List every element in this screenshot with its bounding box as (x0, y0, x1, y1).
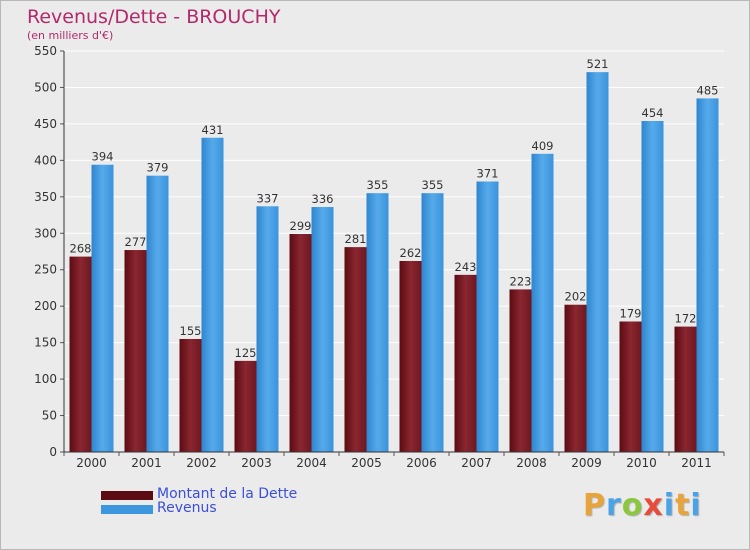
chart-subtitle: (en milliers d'€) (27, 29, 114, 42)
bar-revenus (586, 72, 609, 452)
data-label-revenus: 355 (422, 178, 444, 192)
y-tick-label: 200 (34, 299, 57, 313)
data-label-dette: 243 (455, 260, 477, 274)
x-tick-label: 2004 (296, 456, 327, 470)
bar-revenus (256, 206, 279, 452)
logo-letter: i (663, 488, 676, 523)
bar-revenus (146, 175, 169, 452)
data-label-dette: 281 (345, 232, 367, 246)
data-label-dette: 155 (180, 324, 202, 338)
logo-letter: r (606, 488, 622, 523)
data-label-revenus: 431 (202, 123, 224, 137)
data-label-revenus: 336 (312, 192, 334, 206)
bar-dette (399, 260, 422, 452)
data-label-revenus: 485 (697, 83, 719, 97)
bar-revenus (696, 98, 719, 453)
logo-letter: i (690, 488, 702, 523)
x-tick-label: 2005 (351, 456, 382, 470)
data-label-revenus: 454 (642, 106, 664, 120)
logo-letter: o (621, 488, 644, 523)
data-label-dette: 262 (400, 246, 422, 260)
y-tick-label: 150 (34, 336, 57, 350)
proxiti-logo: Proxiti (583, 488, 702, 523)
legend-label-dette: Montant de la Dette (157, 486, 298, 502)
bar-dette (289, 234, 312, 452)
x-tick-label: 2008 (516, 456, 547, 470)
chart-title: Revenus/Dette - BROUCHY (27, 6, 281, 28)
bar-dette (69, 256, 92, 452)
x-tick-label: 2009 (571, 456, 602, 470)
logo-letter: P (583, 488, 606, 523)
y-tick-label: 350 (34, 190, 57, 204)
y-tick-label: 500 (34, 80, 57, 94)
bar-revenus (366, 193, 389, 452)
bar-dette (564, 304, 587, 452)
data-label-dette: 179 (620, 306, 642, 320)
y-tick-label: 50 (42, 409, 57, 423)
y-tick-label: 250 (34, 263, 57, 277)
bar-dette (179, 338, 202, 452)
y-tick-label: 100 (34, 372, 57, 386)
x-tick-label: 2002 (186, 456, 217, 470)
bar-revenus (201, 137, 224, 452)
data-label-revenus: 379 (147, 161, 169, 175)
gridlines (64, 50, 724, 452)
bar-revenus (641, 120, 664, 452)
bar-dette (509, 289, 532, 452)
data-label-revenus: 394 (92, 150, 114, 164)
bar-dette (124, 250, 147, 452)
y-tick-label: 400 (34, 153, 57, 167)
bar-revenus (421, 193, 444, 452)
legend-swatch-revenus (101, 505, 153, 514)
y-tick-label: 300 (34, 226, 57, 240)
bar-dette (619, 321, 642, 452)
logo-letter: t (675, 488, 691, 523)
x-tick-label: 2001 (131, 456, 162, 470)
x-tick-label: 2003 (241, 456, 272, 470)
x-tick-label: 2011 (681, 456, 712, 470)
bar-revenus (476, 181, 499, 453)
legend-label-revenus: Revenus (157, 500, 217, 516)
y-tick-label: 550 (34, 44, 57, 58)
data-label-dette: 277 (125, 235, 147, 249)
data-label-revenus: 521 (587, 57, 609, 71)
bar-revenus (311, 207, 334, 452)
data-label-dette: 299 (290, 219, 312, 233)
data-label-revenus: 371 (477, 167, 499, 181)
x-tick-label: 2000 (76, 456, 107, 470)
bar-dette (454, 274, 477, 452)
x-tick-label: 2007 (461, 456, 492, 470)
bar-dette (234, 360, 257, 452)
bar-revenus (91, 164, 114, 453)
data-label-dette: 268 (70, 242, 92, 256)
data-label-revenus: 355 (367, 178, 389, 192)
data-label-dette: 202 (565, 290, 587, 304)
data-label-dette: 125 (235, 346, 257, 360)
legend-swatch-dette (101, 491, 153, 500)
y-tick-label: 450 (34, 117, 57, 131)
data-label-dette: 223 (510, 274, 532, 288)
x-tick-label: 2010 (626, 456, 657, 470)
data-label-revenus: 337 (257, 191, 279, 205)
axes: 0 50 100 150 200 250 300 350 400 450 500 550 2000 200… (34, 44, 725, 470)
y-tick-label: 0 (49, 445, 57, 459)
bar-dette (344, 247, 367, 452)
data-label-dette: 172 (675, 312, 697, 326)
x-tick-label: 2006 (406, 456, 437, 470)
data-label-revenus: 409 (532, 139, 554, 153)
bar-dette (674, 326, 697, 452)
plot-area (64, 51, 724, 452)
logo-letter: x (643, 488, 664, 523)
bars (69, 72, 719, 453)
bar-revenus (531, 153, 554, 452)
